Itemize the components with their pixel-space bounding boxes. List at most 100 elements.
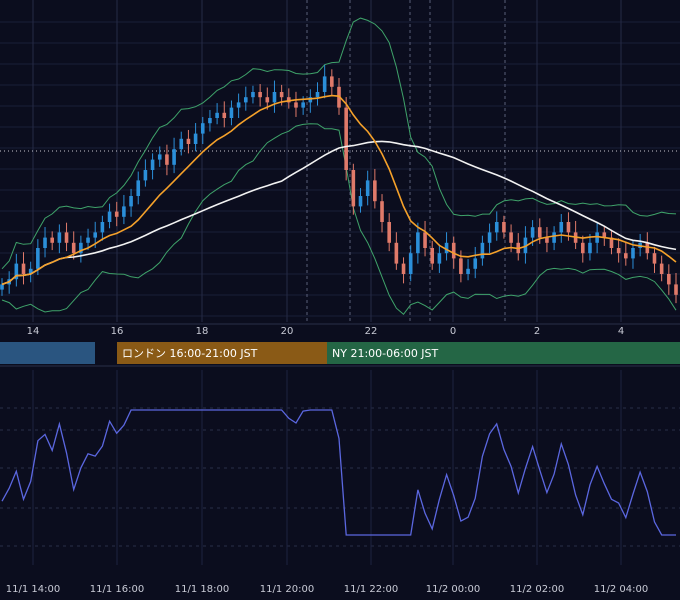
session-label: ロンドン 16:00-21:00 JST <box>122 347 258 360</box>
candle-body <box>243 97 248 103</box>
candle-body <box>387 222 391 243</box>
oscillator-grid <box>0 365 680 565</box>
candle-body <box>566 222 571 233</box>
candle-body <box>444 242 449 254</box>
candle-body <box>559 222 564 233</box>
candle-body <box>588 242 592 254</box>
candle-body <box>215 112 219 118</box>
candle-body <box>21 263 26 274</box>
candle-body <box>143 170 148 181</box>
candle-body <box>100 222 105 233</box>
candle-body <box>609 237 614 248</box>
moving-averages <box>1 94 677 286</box>
price-grid <box>0 0 680 322</box>
ma-short-line <box>1 94 677 286</box>
candle-body <box>344 107 348 170</box>
candle-body <box>287 97 291 103</box>
candle-body <box>322 76 327 92</box>
candle-body <box>652 253 657 264</box>
candle-body <box>150 159 155 170</box>
price-tick-label: 16 <box>111 326 124 337</box>
candle-body <box>523 237 528 254</box>
candle-body <box>71 242 76 254</box>
candle-body <box>179 138 184 150</box>
candle-body <box>430 248 435 264</box>
bollinger-lower <box>1 123 677 316</box>
candle-body <box>530 227 535 238</box>
candle-body <box>165 154 169 165</box>
candle-body <box>416 232 420 254</box>
candle-body <box>0 284 4 290</box>
price-x-axis: 14 16 18 20 22 0 2 4 <box>0 323 680 337</box>
oscillator-line <box>1 409 676 536</box>
candle-body <box>308 97 313 103</box>
candle-body <box>394 242 399 264</box>
price-tick-label: 22 <box>365 326 378 337</box>
osc-tick-label: 11/1 18:00 <box>175 584 229 595</box>
candle-body <box>659 263 664 274</box>
candle-body <box>50 237 54 243</box>
candle-body <box>28 268 33 274</box>
session-bar: ロンドン 16:00-21:00 JST NY 21:00-06:00 JST <box>0 342 680 364</box>
candle-body <box>437 253 442 264</box>
candle-body <box>157 154 162 160</box>
candle-body <box>595 232 599 243</box>
candle-body <box>373 180 377 202</box>
candle-body <box>14 263 19 280</box>
candle-body <box>136 180 141 196</box>
bollinger-bands <box>1 17 677 316</box>
candle-body <box>351 170 356 207</box>
candle-body <box>380 201 384 222</box>
candle-body <box>580 242 585 254</box>
price-tick-label: 4 <box>618 326 624 337</box>
candle-body <box>129 196 133 207</box>
candle-body <box>272 92 277 103</box>
osc-tick-label: 11/1 16:00 <box>90 584 144 595</box>
candle-body <box>473 258 478 269</box>
candle-body <box>645 242 650 254</box>
price-tick-label: 18 <box>196 326 209 337</box>
oscillator-series <box>1 409 676 536</box>
session-block <box>0 342 95 364</box>
price-tick-label: 20 <box>281 326 294 337</box>
osc-tick-label: 11/1 20:00 <box>260 584 314 595</box>
osc-tick-label: 11/2 04:00 <box>594 584 648 595</box>
candle-body <box>423 232 427 248</box>
candle-body <box>294 102 298 108</box>
osc-tick-label: 11/2 00:00 <box>426 584 480 595</box>
osc-tick-label: 11/1 22:00 <box>344 584 398 595</box>
candle-body <box>265 97 270 103</box>
price-tick-label: 2 <box>534 326 540 337</box>
session-block <box>117 342 327 364</box>
candle-body <box>408 253 413 274</box>
candle-body <box>43 237 47 248</box>
session-block <box>327 342 680 364</box>
candle-body <box>236 102 241 108</box>
candles <box>0 64 678 304</box>
ma-long-line <box>1 140 677 286</box>
candle-body <box>122 206 126 217</box>
candle-body <box>79 242 83 254</box>
candle-body <box>107 211 112 222</box>
candle-body <box>64 232 69 243</box>
price-tick-label: 14 <box>27 326 40 337</box>
candle-body <box>208 118 212 124</box>
candle-body <box>494 222 499 233</box>
oscillator-x-axis: 11/1 14:00 11/1 16:00 11/1 18:00 11/1 20:00… <box>6 584 648 595</box>
price-tick-label: 0 <box>450 326 456 337</box>
candle-body <box>537 227 542 238</box>
candle-body <box>616 248 621 254</box>
candle-body <box>279 92 284 98</box>
candle-body <box>487 232 492 243</box>
candle-body <box>459 258 463 274</box>
osc-tick-label: 11/2 02:00 <box>510 584 564 595</box>
candle-body <box>545 237 549 243</box>
candle-body <box>330 76 334 87</box>
candle-body <box>624 253 628 259</box>
candle-body <box>172 149 176 165</box>
bollinger-upper <box>1 17 677 270</box>
candle-body <box>451 242 456 259</box>
session-label: NY 21:00-06:00 JST <box>332 347 439 360</box>
candle-body <box>480 242 485 259</box>
